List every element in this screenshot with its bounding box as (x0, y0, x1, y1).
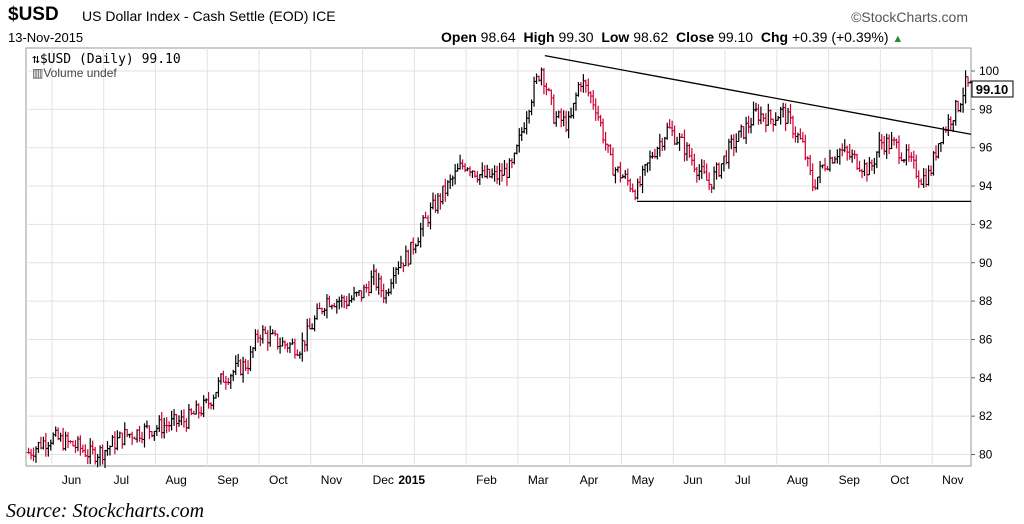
y-tick-label: 94 (979, 179, 993, 193)
legend: ⇅$USD (Daily) 99.10 ▥Volume undef (32, 52, 181, 80)
y-tick-label: 90 (979, 256, 993, 270)
x-tick-label: Apr (580, 473, 599, 487)
chg-up-arrow-icon: ▲ (892, 33, 904, 45)
x-tick-label: Mar (528, 473, 549, 487)
grid-lines (26, 48, 971, 466)
legend-volume-label: Volume undef (43, 66, 117, 80)
legend-series: ⇅$USD (Daily) 99.10 (32, 52, 181, 67)
x-tick-label: Sep (839, 473, 861, 487)
x-tick-label: Feb (476, 473, 497, 487)
x-tick-label: Aug (165, 473, 186, 487)
chg-value: +0.39 (+0.39%) (792, 29, 889, 45)
low-value: 98.62 (633, 29, 669, 45)
x-tick-label: Jul (735, 473, 750, 487)
y-tick-label: 86 (979, 332, 993, 346)
legend-series-label: $USD (Daily) 99.10 (40, 52, 181, 67)
last-price-value: 99.10 (976, 82, 1009, 97)
price-chart[interactable]: 80 82 84 86 88 90 92 94 96 98 100 Jun Jul Aug Sep Oct N… (0, 0, 1024, 500)
last-price-tag: 99.10 (971, 80, 1014, 98)
x-tick-label: Sep (217, 473, 239, 487)
x-tick-label: Jul (114, 473, 129, 487)
x-tick-label: Nov (321, 473, 342, 487)
brand-label[interactable]: ©StockCharts.com (851, 9, 968, 25)
legend-volume: ▥Volume undef (32, 66, 117, 80)
x-tick-label: Jun (62, 473, 81, 487)
x-tick-label: Jun (683, 473, 702, 487)
x-tick-label: Oct (890, 473, 909, 487)
y-tick-label: 96 (979, 141, 993, 155)
ohlc-bars (26, 67, 973, 469)
open-label: Open (441, 29, 477, 45)
plot-frame (25, 47, 972, 467)
open-value: 98.64 (480, 29, 516, 45)
y-tick-label: 92 (979, 217, 993, 231)
chg-label: Chg (760, 29, 789, 45)
x-tick-label: 2015 (398, 473, 425, 487)
last-price-box (971, 80, 1014, 98)
high-value: 99.30 (558, 29, 594, 45)
x-axis: Jun Jul Aug Sep Oct Nov Dec 2015 Feb Mar Apr May Jun… (62, 473, 964, 487)
y-tick-label: 100 (979, 64, 999, 78)
x-tick-label: Nov (942, 473, 963, 487)
low-label: Low (601, 29, 630, 45)
chart-date: 13-Nov-2015 (8, 30, 84, 45)
x-tick-label: Aug (787, 473, 808, 487)
legend-series-icon: ⇅ (32, 52, 40, 67)
y-tick-label: 98 (979, 102, 993, 116)
y-tick-label: 80 (979, 447, 993, 461)
y-tick-label: 82 (979, 409, 993, 423)
x-tick-label: Oct (269, 473, 288, 487)
descending-resistance-line (544, 55, 972, 135)
exchange-name: ICE (312, 8, 336, 24)
ticker-symbol: $USD (8, 4, 59, 25)
x-tick-label: May (631, 473, 654, 487)
instrument-name: US Dollar Index - Cash Settle (EOD) (82, 8, 309, 24)
x-tick-label: Dec (373, 473, 394, 487)
y-axis: 80 82 84 86 88 90 92 94 96 98 100 (971, 64, 999, 461)
instrument-description: US Dollar Index - Cash Settle (EOD) ICE (82, 8, 336, 24)
source-caption: Source: Stockcharts.com (6, 500, 205, 522)
high-label: High (523, 29, 555, 45)
trendlines (544, 55, 972, 203)
ohlc-readout: Open 98.64 High 99.30 Low 98.62 Close 99… (441, 29, 903, 45)
legend-volume-icon: ▥ (32, 66, 43, 80)
y-tick-label: 88 (979, 294, 993, 308)
close-label: Close (676, 29, 715, 45)
close-value: 99.10 (718, 29, 754, 45)
y-tick-label: 84 (979, 371, 993, 385)
